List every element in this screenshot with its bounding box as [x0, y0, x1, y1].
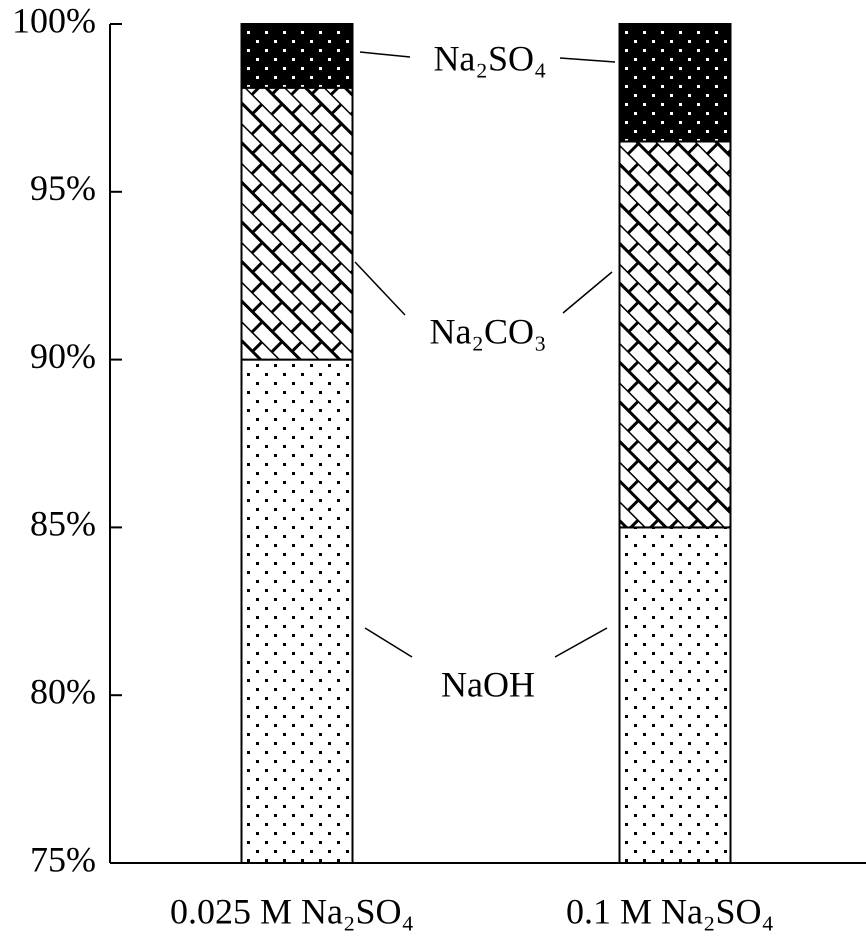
y-tick-label: 75%: [30, 839, 96, 879]
y-tick-label: 85%: [30, 504, 96, 544]
series-label: Na₂SO₄: [433, 38, 546, 78]
bar-segment: [618, 23, 732, 143]
x-tick-label: 0.1 M Na₂SO₄: [566, 891, 774, 931]
axes: [109, 24, 866, 864]
bar-segment: [240, 358, 354, 864]
bar-segment: [240, 86, 354, 361]
bar-segment: [240, 23, 354, 89]
leader-lines: [354, 51, 616, 658]
bar-segment: [618, 140, 732, 529]
y-tick-label: 100%: [12, 0, 96, 40]
series-label: NaOH: [441, 664, 535, 704]
y-tick-label: 90%: [30, 336, 96, 376]
y-tick-label: 80%: [30, 671, 96, 711]
series-label: Na₂CO₃: [429, 311, 546, 351]
x-tick-label: 0.025 M Na₂SO₄: [170, 891, 414, 931]
bar-segment: [618, 526, 732, 865]
y-tick-label: 95%: [30, 168, 96, 208]
